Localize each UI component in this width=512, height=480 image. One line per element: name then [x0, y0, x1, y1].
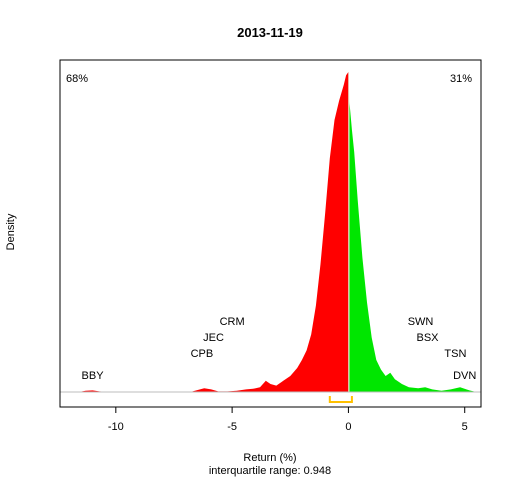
ticker-annotations: BBY CPB JEC CRM SWN BSX TSN DVN: [82, 316, 477, 382]
x-tick-label: -10: [108, 421, 124, 433]
ticker-label-jec: JEC: [203, 332, 224, 344]
iqr-bracket: [328, 396, 353, 403]
negative-density-area: [78, 72, 349, 392]
x-axis-ticks: -10 -5 0 5: [108, 407, 468, 433]
x-tick-label: 5: [462, 421, 468, 433]
ticker-label-swn: SWN: [408, 316, 434, 328]
negative-percent-label: 68%: [66, 73, 88, 85]
chart-title: 2013-11-19: [237, 25, 303, 40]
positive-density-area: [348, 72, 477, 392]
ticker-label-dvn: DVN: [453, 370, 476, 382]
x-axis-label: Return (%): [243, 452, 296, 464]
positive-percent-label: 31%: [450, 73, 472, 85]
plot-area: -10 -5 0 5 BBY CPB JEC CRM SWN BSX TSN DVN: [60, 72, 481, 433]
ticker-label-bsx: BSX: [416, 332, 439, 344]
plot-frame: [59, 59, 482, 408]
x-tick-label: -5: [227, 421, 237, 433]
ticker-label-bby: BBY: [82, 370, 105, 382]
ticker-label-crm: CRM: [220, 316, 245, 328]
x-tick-label: 0: [345, 421, 351, 433]
ticker-label-tsn: TSN: [444, 348, 466, 360]
chart-subtitle: interquartile range: 0.948: [209, 465, 331, 477]
ticker-label-cpb: CPB: [191, 348, 214, 360]
y-axis-label: Density: [5, 213, 17, 250]
